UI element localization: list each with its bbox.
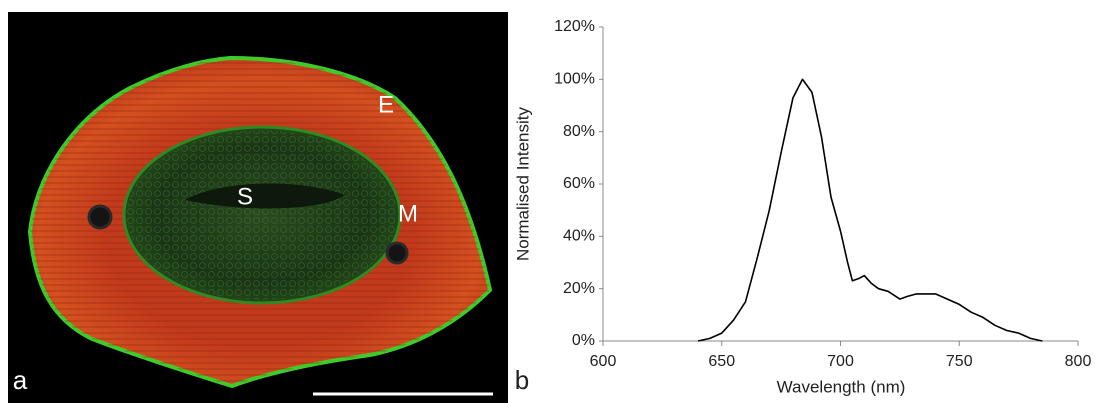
y-axis-title: Normalised Intensity: [513, 107, 532, 262]
panel-label: a: [13, 365, 28, 395]
stele-cells: [127, 130, 397, 300]
canal: [387, 243, 407, 263]
x-tick-label: 600: [590, 353, 617, 370]
panel-label: b: [515, 365, 529, 395]
y-tick-label: 20%: [563, 280, 595, 297]
x-tick-label: 800: [1065, 353, 1092, 370]
y-tick-label: 100%: [554, 71, 595, 88]
y-tick-label: 120%: [554, 18, 595, 35]
micrograph: E S M a: [8, 12, 508, 403]
figure: E S M a b Wavelength (nm) Normalised Int…: [0, 0, 1102, 403]
x-tick-label: 650: [708, 353, 735, 370]
canal: [89, 206, 111, 228]
y-tick-label: 0%: [572, 332, 595, 349]
x-tick-label: 700: [827, 353, 854, 370]
label-e: E: [378, 91, 394, 118]
x-tick-label: 750: [946, 353, 973, 370]
label-s: S: [237, 183, 253, 210]
y-tick-label: 80%: [563, 123, 595, 140]
x-axis-title: Wavelength (nm): [777, 377, 906, 396]
y-tick-label: 60%: [563, 175, 595, 192]
spectrum-line: [698, 79, 1042, 341]
y-tick-label: 40%: [563, 228, 595, 245]
label-m: M: [398, 200, 418, 227]
